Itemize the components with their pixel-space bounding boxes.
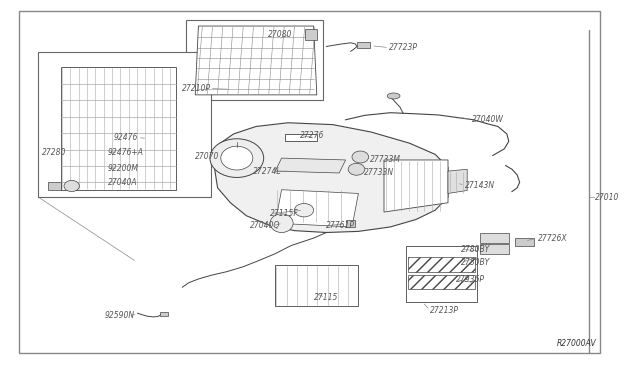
Text: 27936P: 27936P (456, 275, 484, 284)
Text: 27274L: 27274L (253, 167, 282, 176)
Bar (515, 238, 534, 246)
Ellipse shape (294, 203, 314, 217)
Text: 27733M: 27733M (370, 155, 401, 164)
Bar (408, 257, 475, 272)
Bar (346, 220, 355, 227)
Ellipse shape (352, 151, 369, 163)
Text: 27723P: 27723P (389, 43, 418, 52)
Text: 27143N: 27143N (465, 181, 495, 190)
Text: 27280: 27280 (42, 148, 66, 157)
Text: 92476: 92476 (114, 133, 138, 142)
Text: 27070: 27070 (195, 152, 220, 161)
Text: 92476+A: 92476+A (108, 148, 143, 157)
Bar (480, 233, 509, 243)
Bar (61, 67, 176, 190)
Polygon shape (384, 160, 448, 212)
Ellipse shape (348, 163, 365, 175)
Polygon shape (214, 123, 448, 232)
Polygon shape (195, 26, 317, 95)
Text: 27276: 27276 (300, 131, 324, 140)
Text: 27213P: 27213P (430, 306, 459, 315)
Polygon shape (275, 190, 358, 227)
Bar (408, 275, 475, 289)
Bar (480, 244, 509, 254)
Text: 92200M: 92200M (108, 164, 138, 173)
Text: R27000AV: R27000AV (557, 339, 596, 348)
Bar (305, 29, 317, 40)
Bar (275, 265, 358, 306)
Bar (357, 42, 370, 48)
Text: 27010: 27010 (595, 193, 620, 202)
Text: 27726X: 27726X (538, 234, 567, 243)
Text: 27040W: 27040W (472, 115, 504, 124)
Text: 27210P: 27210P (182, 84, 211, 93)
Polygon shape (275, 158, 346, 173)
Text: 27115F: 27115F (270, 209, 299, 218)
Ellipse shape (210, 139, 264, 177)
Bar (160, 312, 168, 316)
Ellipse shape (64, 180, 79, 192)
Text: 92590N: 92590N (104, 311, 134, 320)
Bar (186, 20, 323, 100)
Text: 2780BY: 2780BY (461, 245, 490, 254)
Bar (406, 246, 477, 302)
Text: 2780BY: 2780BY (461, 258, 490, 267)
Bar (38, 52, 211, 197)
Text: 27040A: 27040A (108, 178, 137, 187)
Ellipse shape (221, 146, 253, 170)
Bar (285, 134, 317, 141)
Text: 27115: 27115 (314, 293, 338, 302)
Ellipse shape (387, 93, 400, 99)
Text: 27733N: 27733N (364, 169, 394, 177)
Text: 27080: 27080 (268, 30, 292, 39)
Text: 27761P: 27761P (326, 221, 355, 230)
Text: 27040Q: 27040Q (250, 221, 280, 230)
Polygon shape (448, 169, 467, 193)
Ellipse shape (270, 214, 293, 232)
Polygon shape (48, 182, 61, 190)
